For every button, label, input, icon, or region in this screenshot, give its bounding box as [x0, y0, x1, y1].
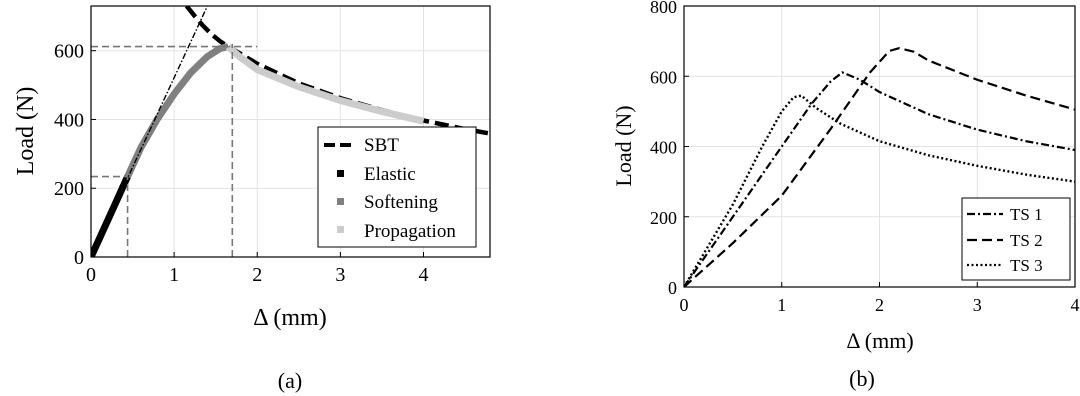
panel-a-ticks: 0 1 2 3 4 0 200 400 600: [54, 41, 429, 286]
panel-a-xlabel: Δ (mm): [253, 305, 326, 331]
panel-b-xtick-label: 2: [875, 295, 884, 315]
panel-a-xtick-label: 0: [86, 264, 96, 286]
legend-ts2-label: TS 2: [1010, 231, 1043, 250]
panel-b-series-ts-1: [684, 71, 1075, 287]
panel-a-series-softening: [124, 43, 230, 179]
panel-b-xtick-label: 4: [1071, 295, 1080, 315]
panel-a-series-guide-4: [91, 6, 209, 257]
panel-b-xlabel: Δ (mm): [846, 328, 913, 353]
panel-a-xtick-label: 2: [252, 264, 262, 286]
legend-softening-swatch: [337, 198, 344, 205]
legend-sbt-label: SBT: [364, 135, 399, 156]
panel-b-xtick-label: 3: [973, 295, 982, 315]
legend-ts3-label: TS 3: [1010, 256, 1043, 275]
panel-a-xtick-label: 1: [169, 264, 179, 286]
panel-b-ytick-label: 400: [650, 138, 677, 158]
panel-b-xtick-label: 0: [680, 295, 689, 315]
panel-b-ylabel: Load (N): [611, 105, 636, 186]
panel-b: 0 1 2 3 4 0 200 400 600 800 Δ (mm) Load (N) (b) T…: [611, 0, 1080, 391]
panel-a-ytick-label: 200: [54, 178, 84, 200]
panel-b-series-ts-2: [684, 47, 1075, 287]
legend-ts1-label: TS 1: [1010, 205, 1043, 224]
panel-b-ticks: 0 1 2 3 4 0 200 400 600 800: [650, 0, 1080, 315]
panel-a-series-propagation: [225, 43, 425, 125]
panel-b-series-ts-3: [684, 94, 1075, 287]
panel-a-ytick-label: 0: [74, 247, 84, 269]
panel-a-series: [91, 6, 490, 257]
panel-a-ylabel: Load (N): [13, 87, 39, 176]
legend-elastic-swatch: [337, 170, 344, 177]
legend-elastic-label: Elastic: [364, 164, 416, 185]
panel-b-caption: (b): [849, 366, 875, 391]
legend-softening-label: Softening: [364, 192, 438, 213]
panel-a-xtick-label: 4: [419, 264, 429, 286]
panel-a-axes-frame: [90, 5, 491, 258]
panel-b-legend-box: [961, 197, 1071, 281]
panel-a-xtick-label: 3: [335, 264, 345, 286]
panel-a-ytick-label: 600: [54, 41, 84, 63]
legend-propagation-swatch: [337, 226, 344, 233]
panel-a: 0 1 2 3 4 0 200 400 600 Δ (mm) Load (N) (a) SBT …: [13, 5, 491, 393]
legend-propagation-label: Propagation: [364, 221, 456, 242]
panel-a-ytick-label: 400: [54, 109, 84, 131]
panel-a-caption: (a): [278, 368, 302, 393]
panel-b-ytick-label: 200: [650, 208, 677, 228]
panel-b-ytick-label: 600: [650, 67, 677, 87]
panel-b-xtick-label: 1: [777, 295, 786, 315]
panel-a-legend: SBT Elastic Softening Propagation: [317, 126, 477, 248]
panel-b-series: [684, 47, 1075, 287]
panel-a-legend-box: [317, 126, 477, 248]
panel-b-ytick-label: 800: [650, 0, 677, 17]
panel-b-ytick-label: 0: [668, 278, 677, 298]
panel-b-legend: TS 1 TS 2 TS 3: [961, 197, 1071, 281]
